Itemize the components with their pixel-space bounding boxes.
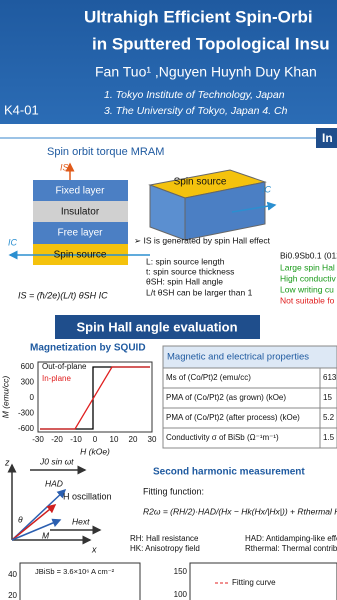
affiliation: 3. The University of Tokyo, Japan 4. Ch	[104, 105, 288, 117]
table-title: Magnetic and electrical properties	[167, 352, 309, 363]
legend-label: HK: Anisotropy field	[130, 544, 200, 553]
formula: R2ω = (RH/2)·HAD/(Hx − Hk(Hx/|Hx|)) + Rt…	[143, 506, 337, 516]
layer-label: Free layer	[57, 228, 103, 239]
x-tick-label: 10	[110, 435, 119, 444]
plot-frame	[19, 562, 141, 600]
feature: High conductiv	[280, 273, 337, 283]
y-tick-label: 40	[8, 570, 17, 579]
affiliation: 1. Tokyo Institute of Technology, Japan	[104, 89, 285, 101]
box-label: Spin source	[174, 177, 227, 188]
legend-label: RH: Hall resistance	[130, 534, 199, 543]
y-tick-label: 600	[21, 362, 35, 371]
table-cell: 5.2	[323, 413, 335, 422]
section-title: In	[322, 131, 333, 145]
code: K4-01	[4, 102, 39, 117]
legend-label: Out-of-plane	[42, 362, 87, 371]
legend-label: In-plane	[42, 374, 71, 383]
table-cell: Ms of (Co/Pt)2 (emu/cc)	[166, 373, 251, 382]
diagram-label: θ	[18, 514, 23, 524]
legend-label: Fitting curve	[232, 578, 276, 587]
title: in Sputtered Topological Insu	[92, 34, 330, 53]
x-tick-label: 0	[93, 435, 98, 444]
x-tick-label: 30	[148, 435, 157, 444]
y-tick-label: 150	[174, 567, 188, 576]
legend-label: HAD: Antidamping-like effective	[245, 534, 337, 543]
subtitle: Second harmonic measurement	[153, 467, 305, 478]
table-grid	[162, 367, 337, 449]
x-tick-label: -30	[32, 435, 44, 444]
diagram-label: HAD	[45, 478, 63, 488]
plot-frame	[37, 361, 153, 433]
feature: Low writing cu	[280, 284, 334, 294]
y-tick-label: 300	[21, 378, 35, 387]
subtitle: Spin orbit torque MRAM	[47, 146, 164, 158]
subtitle: Magnetization by SQUID	[30, 343, 146, 354]
definition: θSH: spin Hall angle	[146, 276, 223, 286]
ic-label: IC	[8, 237, 18, 247]
text: Fitting function:	[143, 486, 204, 496]
legend-label: Rthermal: Thermal contribution	[245, 544, 337, 553]
table-cell: PMA of (Co/Pt)2 (as grown) (kOe)	[166, 393, 286, 402]
diagram-label: H oscillation	[63, 491, 112, 501]
box-side	[184, 181, 266, 241]
axis-label: M (emu/cc)	[0, 376, 10, 419]
bullet: ➢ IS is generated by spin Hall effect	[134, 235, 271, 245]
title: Ultrahigh Efficient Spin-Orbi	[84, 7, 313, 26]
layer-free	[33, 222, 128, 244]
layer-fixed	[33, 180, 128, 201]
diagram-label: J0 sin ωt	[39, 456, 74, 466]
table-cell: 15	[323, 393, 332, 402]
plot-frame	[189, 562, 337, 600]
y-tick-label: 0	[30, 393, 35, 402]
authors: Fan Tuo¹ ,Nguyen Huynh Duy Khan	[95, 64, 317, 80]
axis-label: H (kOe)	[80, 446, 110, 456]
table-cell: 613	[323, 373, 337, 382]
annotation: JBiSb = 3.6×10⁶ A cm⁻²	[35, 567, 115, 576]
layer-insulator	[33, 201, 128, 222]
diagram-label: Hext	[72, 516, 90, 526]
diagram-label: M	[42, 530, 50, 540]
section-bar	[55, 315, 260, 339]
y-tick-label: -600	[18, 424, 35, 433]
header-bg	[0, 0, 337, 124]
feature: Not suitable fo	[280, 295, 335, 305]
feature: Large spin Hal	[280, 262, 335, 272]
x-tick-label: -10	[70, 435, 82, 444]
in-plane-curve	[40, 366, 150, 430]
axis-label: z	[4, 457, 10, 467]
material: Bi0.9Sb0.1 (012)	[280, 250, 337, 260]
ic-label: IC	[262, 184, 272, 194]
y-tick-label: -300	[18, 409, 35, 418]
definition: L: spin source length	[146, 256, 225, 266]
is-label: IS	[60, 162, 69, 172]
x-tick-label: -20	[51, 435, 63, 444]
table-cell: 1.5	[323, 433, 335, 442]
layer-label: Spin source	[54, 250, 107, 261]
layer-label: Fixed layer	[56, 186, 106, 197]
y-tick-label: 20	[8, 591, 17, 600]
y-tick-label: 100	[174, 590, 188, 599]
section-tab	[316, 128, 337, 148]
table-cell: PMA of (Co/Pt)2 (after process) (kOe)	[166, 413, 300, 422]
table-cell: Conductivity σ of BiSb (Ω⁻¹m⁻¹)	[166, 433, 279, 442]
section-title: Spin Hall angle evaluation	[76, 319, 237, 334]
x-tick-label: 20	[129, 435, 138, 444]
vector-diagram	[7, 463, 102, 545]
box-ic-arrow	[231, 201, 277, 213]
formula: IS = (ħ/2e)(L/t) θSH IC	[18, 290, 108, 300]
layer-label: Insulator	[61, 207, 100, 218]
axis-label: x	[91, 544, 97, 554]
definition: L/t θSH can be larger than 1	[146, 287, 253, 297]
definition: t: spin source thickness	[146, 266, 234, 276]
